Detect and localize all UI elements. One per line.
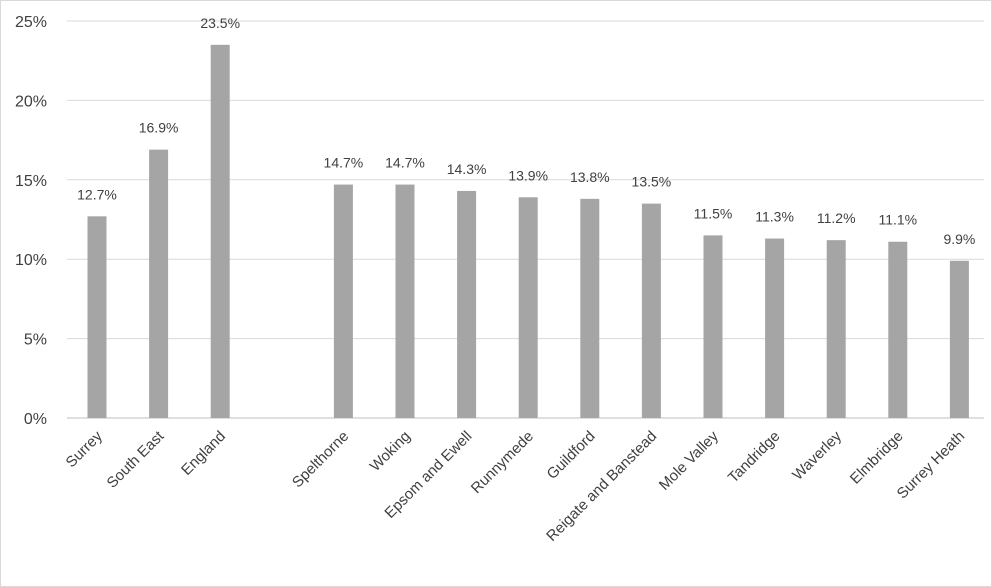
category-label: Mole Valley — [656, 427, 722, 493]
bar — [888, 241, 908, 418]
category-label: South East — [104, 427, 168, 491]
data-label: 13.9% — [508, 167, 548, 183]
category-label: Reigate and Banstead — [543, 428, 660, 545]
category-label: Guildford — [544, 428, 599, 483]
data-labels: 12.7% 16.9% 23.5% 14.7% 14.7% 14.3% 13.9% 13.8%… — [77, 15, 975, 247]
bar — [765, 238, 785, 418]
data-label: 11.3% — [755, 209, 794, 225]
bar — [580, 198, 600, 418]
bar — [949, 260, 969, 418]
y-tick-label: 15% — [15, 173, 47, 190]
category-label: Surrey — [63, 427, 107, 471]
bar — [641, 203, 661, 418]
bar — [826, 240, 846, 418]
y-tick-label: 10% — [15, 252, 47, 269]
data-label: 11.5% — [694, 205, 733, 221]
data-label: 11.2% — [817, 210, 856, 226]
data-label: 13.5% — [632, 174, 672, 190]
bars — [87, 44, 969, 419]
bar — [518, 197, 538, 418]
bar — [457, 190, 477, 418]
bar — [703, 235, 723, 418]
category-label: Elmbridge — [847, 428, 907, 488]
data-label: 16.9% — [139, 120, 179, 136]
y-axis-ticks: 0% 5% 10% 15% 20% 25% — [15, 14, 47, 428]
category-label: Runnymede — [468, 428, 537, 497]
bar — [395, 184, 415, 418]
data-label: 13.8% — [570, 169, 610, 185]
category-label: Waverley — [789, 427, 845, 483]
y-tick-label: 25% — [15, 14, 47, 31]
category-label: Woking — [367, 428, 414, 475]
y-tick-label: 20% — [15, 93, 47, 110]
data-label: 14.7% — [324, 155, 364, 171]
category-label: Tandridge — [725, 428, 784, 487]
data-label: 11.1% — [878, 212, 917, 228]
category-label: England — [178, 428, 229, 479]
data-label: 23.5% — [200, 15, 240, 31]
bar — [333, 184, 353, 418]
y-tick-label: 5% — [24, 332, 47, 349]
data-label: 12.7% — [77, 186, 117, 202]
y-tick-label: 0% — [24, 411, 47, 428]
data-label: 14.3% — [447, 161, 487, 177]
bar — [87, 216, 107, 418]
bar — [149, 149, 169, 419]
data-label: 14.7% — [385, 155, 425, 171]
category-label: Spelthorne — [289, 428, 352, 491]
bar — [210, 44, 230, 418]
data-label: 9.9% — [943, 231, 975, 247]
